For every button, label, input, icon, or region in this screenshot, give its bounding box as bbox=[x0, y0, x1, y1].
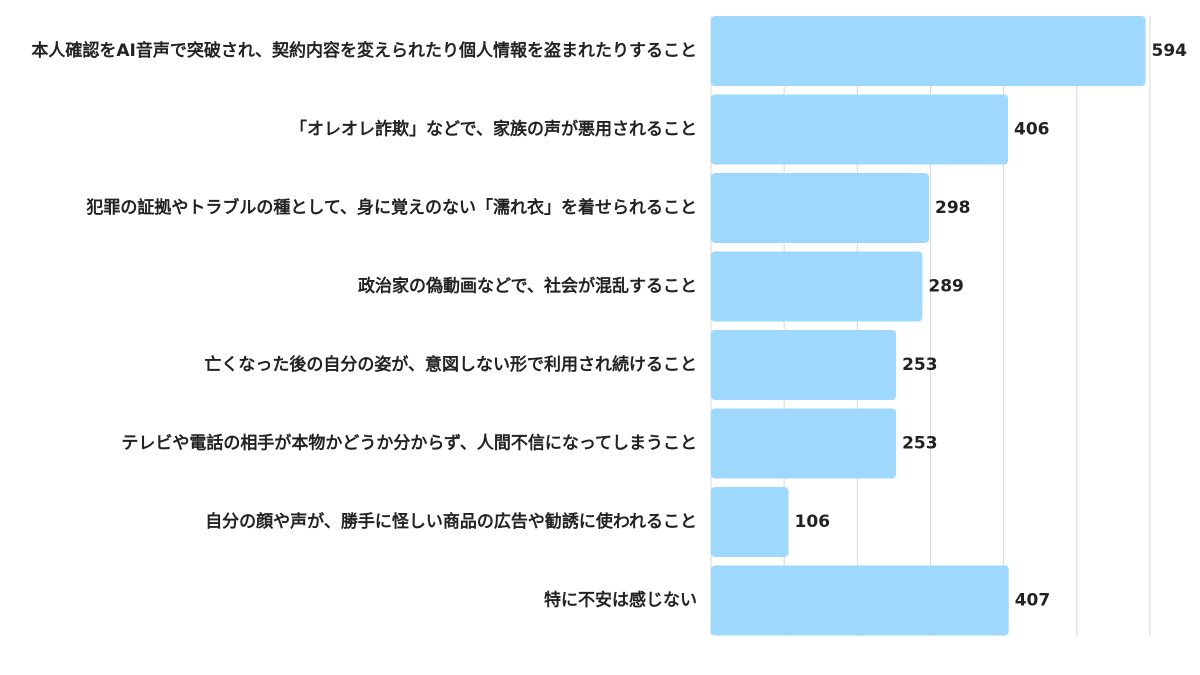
category-labels: 本人確認をAI音声で突破され、契約内容を変えられたり個人情報を盗まれたりすること… bbox=[31, 40, 697, 611]
value-label-7: 106 bbox=[795, 512, 831, 532]
value-label-2: 406 bbox=[1014, 120, 1050, 140]
bar-2 bbox=[711, 94, 1008, 165]
category-label-7: 自分の顔や声が、勝手に怪しい商品の広告や勧誘に使われること bbox=[205, 511, 697, 532]
value-label-4: 289 bbox=[928, 277, 964, 297]
value-label-6: 253 bbox=[902, 434, 938, 454]
bars bbox=[711, 16, 1146, 636]
bar-5 bbox=[711, 330, 897, 400]
value-label-3: 298 bbox=[935, 198, 971, 218]
category-label-1: 本人確認をAI音声で突破され、契約内容を変えられたり個人情報を盗まれたりすること bbox=[31, 40, 697, 61]
bar-8 bbox=[711, 565, 1009, 636]
category-label-6: テレビや電話の相手が本物かどうか分からず、人間不信になってしまうこと bbox=[121, 433, 697, 454]
bar-1 bbox=[711, 16, 1146, 86]
category-label-2: 「オレオレ詐欺」などで、家族の声が悪用されること bbox=[290, 119, 697, 140]
value-label-5: 253 bbox=[902, 355, 938, 375]
category-label-5: 亡くなった後の自分の姿が、意図しない形で利用され続けること bbox=[204, 354, 697, 375]
category-label-4: 政治家の偽動画などで、社会が混乱すること bbox=[358, 276, 697, 297]
bar-3 bbox=[711, 173, 929, 243]
category-label-8: 特に不安は感じない bbox=[544, 590, 697, 611]
value-label-8: 407 bbox=[1015, 591, 1050, 611]
bar-7 bbox=[711, 487, 789, 557]
category-label-3: 犯罪の証拠やトラブルの種として、身に覚えのない「濡れ衣」を着せられること bbox=[85, 197, 697, 218]
bar-6 bbox=[711, 408, 897, 479]
value-label-1: 594 bbox=[1152, 41, 1188, 61]
bar-4 bbox=[711, 251, 923, 322]
data-labels: 594 406 298 289 253 253 106 407 bbox=[795, 41, 1188, 611]
